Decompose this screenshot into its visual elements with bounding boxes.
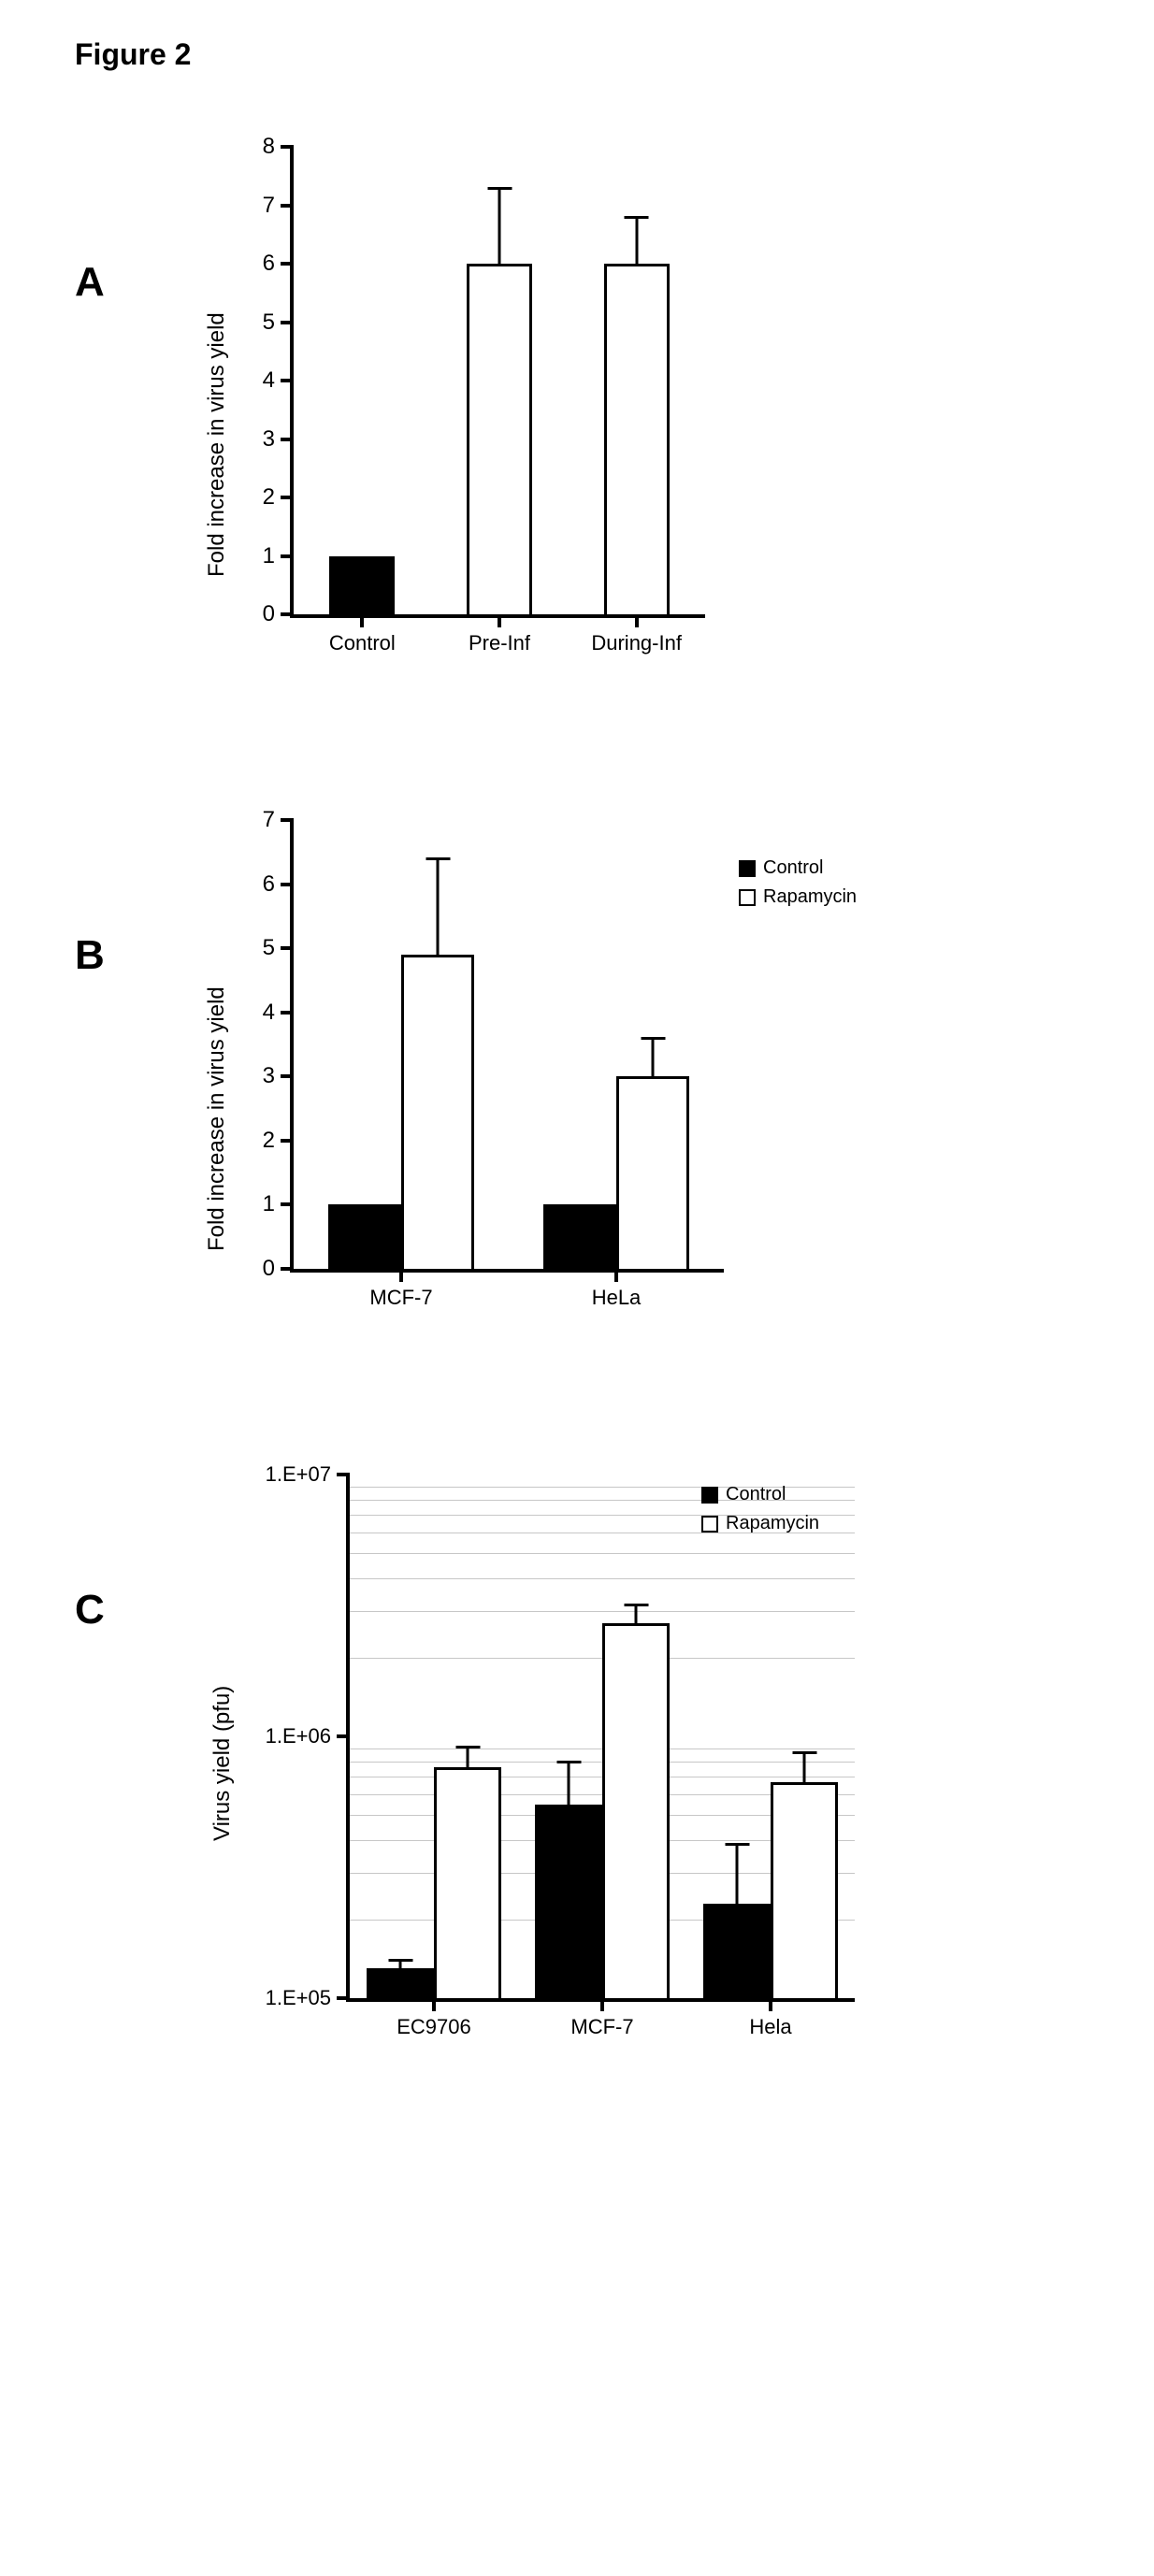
y-tick-label: 8: [263, 134, 294, 160]
chart-b: Fold increase in virus yield01234567MCF-…: [187, 801, 907, 1325]
minor-gridline: [350, 1578, 855, 1579]
legend-swatch: [701, 1487, 718, 1504]
panel-b-label: B: [75, 801, 187, 979]
bar: [604, 264, 670, 614]
legend-swatch: [739, 860, 756, 877]
panel-c: C Virus yield (pfu)1.E+051.E+061.E+07EC9…: [75, 1456, 1079, 2054]
bar: [467, 264, 532, 614]
plot-area: 01234567MCF-7HeLa: [290, 820, 724, 1273]
error-cap: [624, 1604, 648, 1606]
error-bar: [652, 1038, 655, 1076]
y-tick-label: 2: [263, 1128, 294, 1154]
error-cap: [625, 216, 649, 219]
y-tick-label: 1: [263, 1191, 294, 1217]
chart-a: Fold increase in virus yield012345678Con…: [187, 128, 720, 670]
legend-item: Control: [701, 1484, 819, 1505]
panel-a-label: A: [75, 128, 187, 306]
y-tick-label: 4: [263, 367, 294, 394]
error-cap: [426, 857, 450, 860]
y-tick-label: 1.E+07: [266, 1462, 350, 1487]
bar: [434, 1767, 501, 1998]
figure-page: Figure 2 A Fold increase in virus yield 0…: [0, 0, 1154, 2223]
plot-area: 012345678ControlPre-InfDuring-Inf: [290, 147, 705, 618]
y-tick-label: 3: [263, 1063, 294, 1089]
y-tick-label: 7: [263, 193, 294, 219]
y-tick-label: 0: [263, 1256, 294, 1282]
error-cap: [388, 1959, 412, 1962]
legend-item: Rapamycin: [701, 1513, 819, 1534]
y-tick-label: 1.E+06: [266, 1724, 350, 1749]
error-cap: [455, 1746, 480, 1749]
x-tick-label: Control: [329, 614, 396, 655]
bar: [616, 1076, 689, 1269]
bar: [543, 1204, 616, 1269]
chart-c: Virus yield (pfu)1.E+051.E+061.E+07EC970…: [187, 1456, 879, 2054]
y-tick-label: 4: [263, 1000, 294, 1026]
legend-swatch: [701, 1516, 718, 1533]
bar: [602, 1623, 670, 1998]
x-tick-label: HeLa: [592, 1269, 642, 1310]
legend-item: Rapamycin: [739, 886, 857, 908]
minor-gridline: [350, 1553, 855, 1554]
error-cap: [556, 1761, 581, 1763]
error-cap: [641, 1037, 665, 1040]
legend-item: Control: [739, 857, 857, 879]
x-tick-label: MCF-7: [369, 1269, 432, 1310]
error-cap: [792, 1751, 816, 1754]
error-bar: [467, 1747, 469, 1767]
legend-swatch: [739, 889, 756, 906]
error-bar: [437, 858, 440, 955]
x-tick-label: EC9706: [397, 1998, 471, 2039]
x-tick-label: Pre-Inf: [469, 614, 530, 655]
error-bar: [803, 1752, 806, 1782]
panel-a-chart: Fold increase in virus yield012345678Con…: [187, 128, 720, 670]
plot-area: 1.E+051.E+061.E+07EC9706MCF-7Hela: [346, 1475, 855, 2002]
y-tick-label: 6: [263, 251, 294, 277]
legend-label: Control: [763, 857, 823, 879]
minor-gridline: [350, 1611, 855, 1612]
panel-c-chart: Virus yield (pfu)1.E+051.E+061.E+07EC970…: [187, 1456, 879, 2054]
legend: Control Rapamycin: [701, 1484, 819, 1542]
legend-label: Control: [726, 1484, 786, 1505]
x-tick-label: During-Inf: [591, 614, 682, 655]
error-bar: [568, 1762, 570, 1805]
bar: [703, 1904, 771, 1998]
bar: [771, 1782, 838, 1998]
bar: [401, 955, 474, 1269]
y-tick-label: 3: [263, 426, 294, 453]
panel-b: B Fold increase in virus yield01234567MC…: [75, 801, 1079, 1325]
y-tick-label: 5: [263, 309, 294, 336]
legend-label: Rapamycin: [763, 886, 857, 908]
x-tick-label: Hela: [749, 1998, 791, 2039]
panel-b-chart: Fold increase in virus yield01234567MCF-…: [187, 801, 907, 1325]
error-cap: [487, 187, 512, 190]
error-bar: [635, 1605, 638, 1624]
error-bar: [399, 1960, 402, 1968]
y-axis-label: Fold increase in virus yield: [204, 312, 230, 577]
error-cap: [725, 1843, 749, 1846]
y-axis-label: Fold increase in virus yield: [204, 986, 230, 1251]
y-tick-label: 5: [263, 935, 294, 961]
error-bar: [736, 1844, 739, 1904]
x-tick-label: MCF-7: [570, 1998, 633, 2039]
error-bar: [635, 217, 638, 264]
y-tick-label: 0: [263, 601, 294, 627]
y-tick-label: 6: [263, 871, 294, 898]
bar: [535, 1805, 602, 1998]
y-tick-label: 1.E+05: [266, 1986, 350, 2010]
legend-label: Rapamycin: [726, 1513, 819, 1534]
legend: Control Rapamycin: [739, 857, 857, 915]
panel-c-label: C: [75, 1456, 187, 1633]
y-axis-label: Virus yield (pfu): [209, 1686, 236, 1841]
y-tick-label: 7: [263, 807, 294, 833]
bar: [329, 556, 395, 615]
bar: [367, 1968, 434, 1998]
y-tick-label: 1: [263, 543, 294, 569]
y-tick-label: 2: [263, 484, 294, 511]
figure-title: Figure 2: [75, 37, 1079, 72]
error-bar: [498, 188, 501, 264]
panel-a: A Fold increase in virus yield012345678C…: [75, 128, 1079, 670]
bar: [328, 1204, 401, 1269]
